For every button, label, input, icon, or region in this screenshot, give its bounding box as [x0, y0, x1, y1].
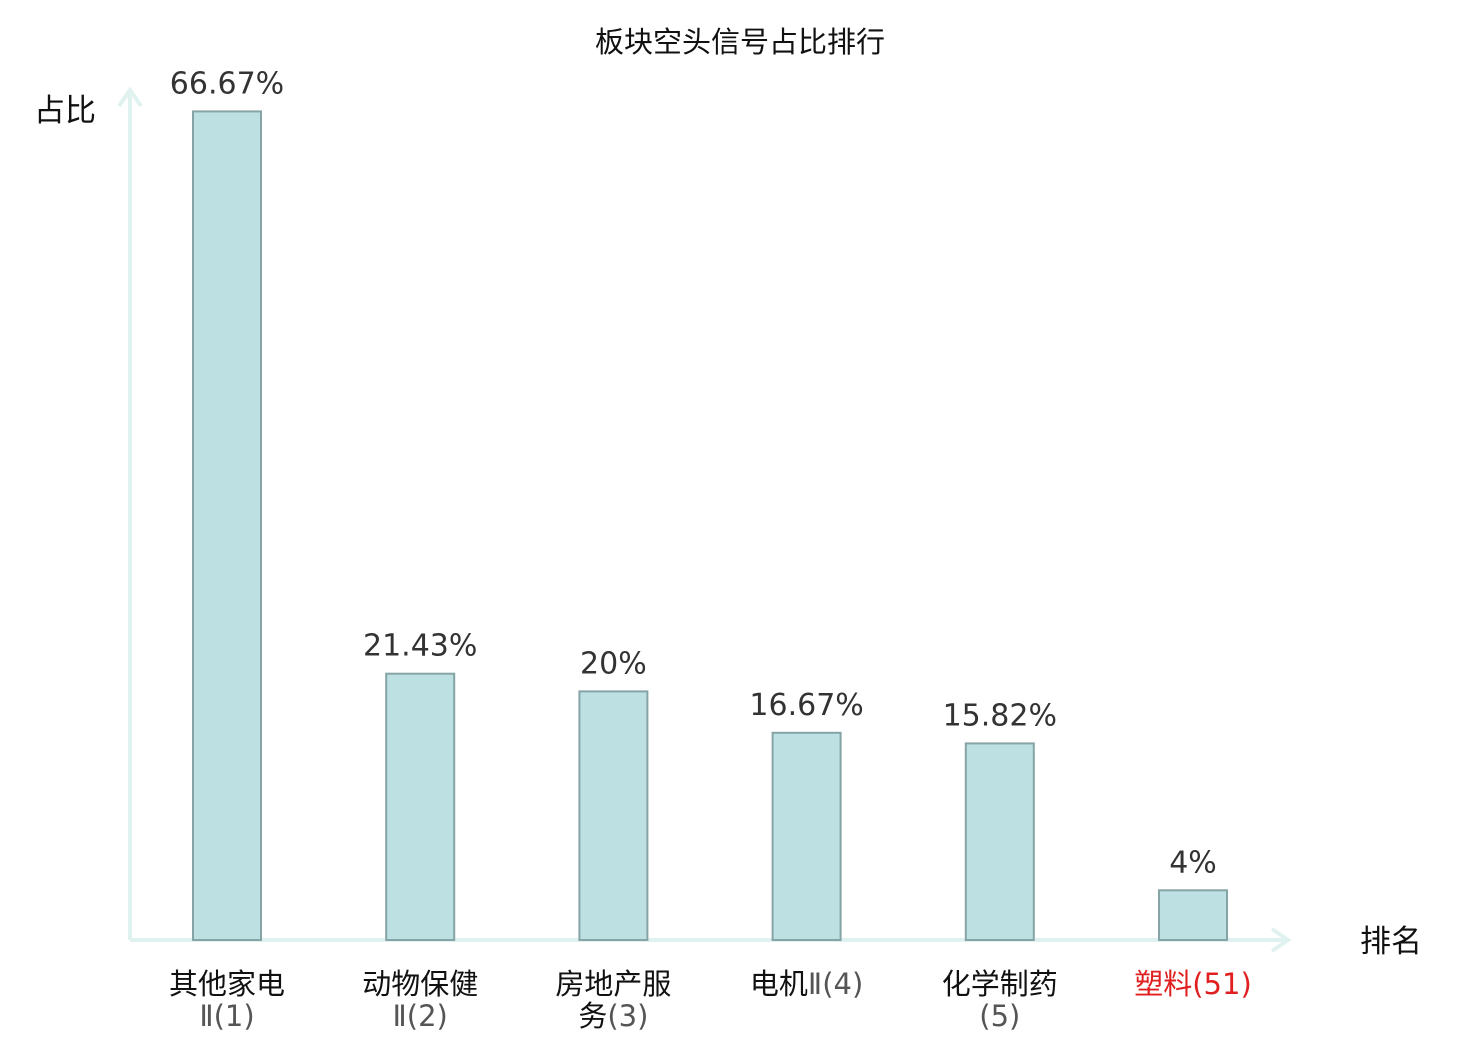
x-tick-label-name: 务	[578, 999, 607, 1033]
x-tick-label-name: 电机	[750, 967, 808, 1001]
x-tick-label-name: 塑料	[1134, 967, 1192, 1001]
bars-group	[192, 110, 1228, 942]
x-tick-label: 电机Ⅱ(4)	[750, 967, 863, 1001]
x-tick-label-name: 动物保健	[362, 967, 478, 1001]
x-tick-label-name: 化学制药	[942, 967, 1058, 1001]
bar	[578, 690, 649, 942]
x-tick-label: 其他家电 Ⅱ(1)	[169, 967, 285, 1033]
x-tick-label: 房地产服务(3)	[555, 967, 671, 1033]
x-axis-arrow	[1270, 927, 1292, 953]
bar-value-label: 66.67%	[170, 66, 284, 101]
x-tick-label-rank: (3)	[607, 999, 648, 1033]
bar-value-label: 16.67%	[749, 688, 863, 723]
bar-value-label: 21.43%	[363, 629, 477, 664]
x-tick-label: 化学制药(5)	[942, 967, 1058, 1033]
y-axis-label: 占比	[34, 93, 96, 129]
bar-value-label: 4%	[1169, 845, 1217, 880]
x-tick-label-rank: Ⅱ(4)	[808, 967, 863, 1001]
x-tick-label: 动物保健 Ⅱ(2)	[362, 967, 478, 1033]
y-axis-arrow	[117, 86, 143, 108]
value-labels-group: 66.67% 21.43% 20% 16.67% 15.82% 4%	[170, 66, 1217, 880]
x-tick-label-name: 其他家电	[169, 967, 285, 1001]
bar	[385, 672, 456, 941]
axes	[117, 86, 1292, 953]
bar	[192, 110, 262, 941]
x-tick-label: 塑料(51)	[1134, 967, 1252, 1001]
x-tick-label-rank: (5)	[979, 999, 1020, 1033]
bar	[964, 742, 1035, 942]
x-tick-label-rank: Ⅱ(2)	[393, 999, 448, 1033]
bar-value-label: 15.82%	[943, 698, 1057, 733]
x-tick-label-name: 房地产服	[555, 967, 671, 1001]
x-tick-label-rank: (51)	[1192, 967, 1252, 1001]
x-axis-label: 排名	[1360, 924, 1422, 960]
chart-title: 板块空头信号占比排行	[595, 25, 885, 59]
bar	[1158, 889, 1228, 941]
x-tick-labels-group: 其他家电 Ⅱ(1)动物保健 Ⅱ(2)房地产服务(3)电机Ⅱ(4) 化学制药(5)塑料(…	[169, 967, 1252, 1033]
bar	[771, 731, 842, 941]
bar-value-label: 20%	[580, 646, 647, 681]
x-tick-label-rank: Ⅱ(1)	[199, 999, 254, 1033]
